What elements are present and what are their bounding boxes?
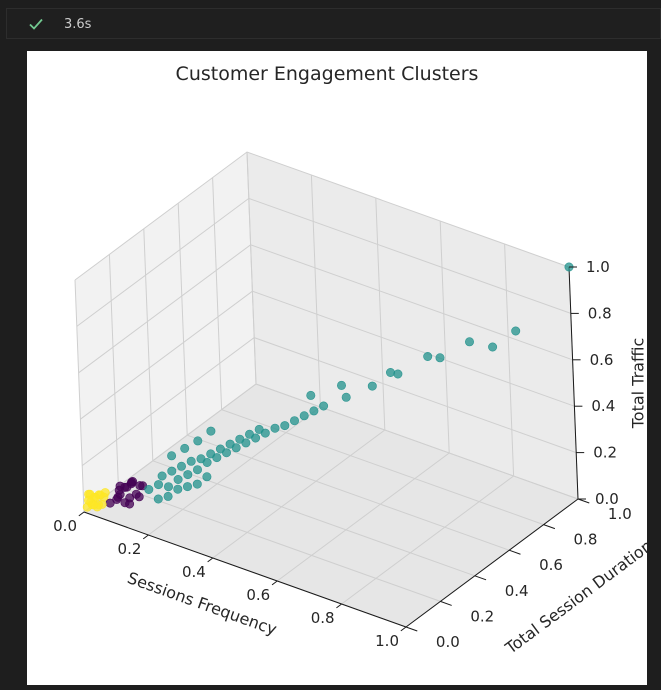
data-point (184, 470, 192, 478)
x-tick-label: 0.6 (246, 586, 270, 604)
data-point (386, 368, 394, 376)
z-tick-label: 1.0 (586, 258, 610, 276)
z-tick-label: 0.4 (591, 397, 615, 415)
data-point (203, 473, 211, 481)
data-point (128, 477, 136, 485)
z-tick-label: 0.8 (588, 304, 612, 322)
y-tick-mark (440, 601, 451, 605)
check-icon (27, 15, 45, 33)
data-point (290, 417, 298, 425)
y-tick-label: 0.6 (539, 556, 563, 574)
x-tick-mark (336, 604, 341, 608)
data-point (242, 439, 250, 447)
data-point (310, 407, 318, 415)
data-point (168, 467, 176, 475)
data-point (174, 485, 182, 493)
data-point (135, 493, 143, 501)
data-point (251, 434, 259, 442)
data-point (84, 496, 92, 504)
x-tick-mark (143, 535, 148, 539)
x-tick-label: 0.0 (53, 517, 77, 535)
y-tick-mark (406, 627, 417, 631)
cell-status-bar: 3.6s (6, 8, 661, 39)
data-point (174, 475, 182, 483)
data-point (488, 343, 496, 351)
data-point (232, 444, 240, 452)
data-point (512, 327, 520, 335)
chart-title: Customer Engagement Clusters (176, 63, 479, 85)
data-point (337, 381, 345, 389)
data-point (125, 500, 133, 508)
data-point (115, 486, 123, 494)
data-point (187, 457, 195, 465)
data-point (394, 370, 402, 378)
data-point (213, 453, 221, 461)
data-point (194, 437, 202, 445)
x-tick-mark (272, 581, 277, 585)
z-tick-label: 0.0 (595, 490, 619, 508)
x-tick-mark (208, 558, 213, 562)
data-point (183, 482, 191, 490)
data-point (307, 391, 315, 399)
data-point (368, 382, 376, 390)
data-point (424, 352, 432, 360)
data-point (319, 402, 327, 410)
y-tick-label: 0.8 (574, 531, 598, 549)
data-point (167, 452, 175, 460)
data-point (207, 427, 215, 435)
y-tick-mark (578, 499, 589, 503)
data-point (177, 462, 185, 470)
scatter-3d-chart: Customer Engagement Clusters 0.0 0.2 0.4 0.… (27, 51, 647, 685)
data-point (300, 412, 308, 420)
data-point (436, 354, 444, 362)
data-point (181, 444, 189, 452)
data-point (106, 499, 114, 507)
z-tick-label: 0.6 (590, 351, 614, 369)
data-point (193, 480, 201, 488)
x-tick-label: 0.8 (311, 609, 335, 627)
y-tick-mark (509, 550, 520, 554)
x-tick-mark (401, 627, 406, 631)
data-point (465, 338, 473, 346)
data-point (261, 429, 269, 437)
x-tick-label: 1.0 (375, 632, 399, 650)
data-point (193, 466, 201, 474)
data-point (203, 458, 211, 466)
data-point (145, 485, 153, 493)
data-point (342, 393, 350, 401)
y-tick-label: 0.2 (470, 607, 494, 625)
data-point (158, 472, 166, 480)
z-tick-label: 0.2 (593, 444, 617, 462)
z-axis-label: Total Traffic (629, 338, 648, 430)
y-tick-label: 0.4 (505, 582, 529, 600)
execution-time: 3.6s (64, 17, 91, 32)
y-tick-mark (475, 576, 486, 580)
x-tick-mark (79, 512, 84, 516)
y-tick-mark (544, 525, 555, 529)
x-tick-label: 0.2 (118, 540, 142, 558)
data-point (154, 495, 162, 503)
y-tick-label: 0.0 (436, 633, 460, 651)
data-point (271, 424, 279, 432)
x-tick-label: 0.4 (182, 563, 206, 581)
data-point (154, 480, 162, 488)
data-point (164, 483, 172, 491)
data-point (281, 421, 289, 429)
chart-figure: Customer Engagement Clusters 0.0 0.2 0.4 0.… (27, 51, 647, 685)
data-point (222, 449, 230, 457)
data-point (164, 492, 172, 500)
